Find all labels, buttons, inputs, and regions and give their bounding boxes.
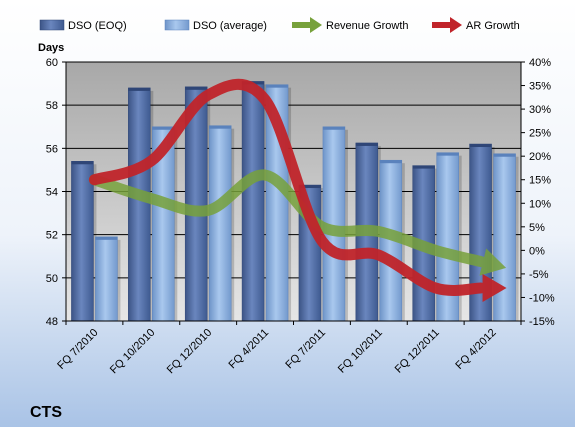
bar-body [128, 87, 151, 322]
bar [436, 152, 462, 322]
bar [208, 125, 235, 322]
bar-cap [152, 126, 175, 130]
bar-cap [493, 153, 516, 157]
bar [71, 161, 97, 322]
legend-item: AR Growth [432, 17, 520, 33]
legend-item: Revenue Growth [292, 17, 409, 33]
series-arrowhead [479, 248, 507, 276]
series-line-path [88, 169, 487, 268]
bar-cap [469, 144, 492, 148]
y2-tick-label: 20% [529, 151, 551, 163]
y-tick-label: 58 [46, 100, 58, 112]
legend-label: DSO (EOQ) [68, 20, 127, 32]
y-tick-label: 50 [46, 273, 58, 285]
bar [322, 126, 348, 322]
y2-tick-label: 10% [529, 198, 551, 210]
bar-cap [322, 126, 345, 130]
bar-body [95, 236, 118, 322]
bar-cap [185, 86, 208, 90]
y-tick-label: 54 [46, 187, 58, 199]
bars [71, 81, 519, 322]
series-line [88, 78, 507, 303]
legend-arrowhead [450, 17, 462, 33]
legend-item: DSO (average) [164, 19, 267, 32]
y-tick-label: 56 [46, 143, 58, 155]
y2-tick-label: 25% [529, 128, 551, 140]
y-tick-label: 60 [46, 57, 58, 69]
bar [152, 126, 178, 322]
series-arrowhead [482, 274, 507, 303]
bar-cap [209, 125, 232, 129]
bar [241, 81, 268, 322]
bar [493, 153, 519, 322]
y-tick-label: 48 [46, 316, 58, 328]
bar [184, 86, 211, 322]
series-line [88, 169, 507, 276]
bar-cap [379, 160, 402, 164]
y2-tick-label: 35% [529, 81, 551, 93]
legend-item: DSO (EOQ) [39, 19, 127, 32]
bar-cap [412, 165, 435, 169]
bar-cap [298, 185, 321, 189]
y2-tick-label: -5% [529, 269, 549, 281]
bar-cap [436, 152, 459, 156]
legend-label: Revenue Growth [326, 20, 409, 32]
legend: DSO (EOQ) DSO (average) Revenue Growth AR G… [39, 17, 520, 33]
y-axis-title: Days [38, 42, 64, 54]
bar-body [208, 125, 232, 322]
growth-lines [88, 78, 507, 303]
y2-tick-label: 30% [529, 104, 551, 116]
bar-cap [355, 142, 378, 146]
bar-cap [128, 87, 151, 91]
series-line-path [88, 78, 487, 296]
bar [379, 159, 405, 322]
y2-tick-label: 5% [529, 222, 545, 234]
bar-cap [266, 84, 289, 88]
legend-arrowhead [310, 17, 322, 33]
company-label: CTS [30, 404, 62, 421]
y2-tick-label: -10% [529, 292, 555, 304]
bar [95, 236, 121, 322]
y2-tick-label: 40% [529, 57, 551, 69]
bar-body [71, 161, 94, 322]
y2-tick-label: -15% [529, 316, 555, 328]
bar-body [241, 81, 265, 322]
y2-tick-label: 0% [529, 245, 545, 257]
bar-body [493, 153, 516, 322]
bar [128, 87, 154, 322]
bar-cap [71, 161, 94, 165]
y-tick-label: 52 [46, 230, 58, 242]
legend-label: AR Growth [466, 20, 520, 32]
legend-swatch [164, 19, 190, 31]
legend-swatch [39, 19, 65, 31]
bar-cap [95, 236, 118, 240]
y2-tick-label: 15% [529, 175, 551, 187]
legend-label: DSO (average) [193, 20, 267, 32]
